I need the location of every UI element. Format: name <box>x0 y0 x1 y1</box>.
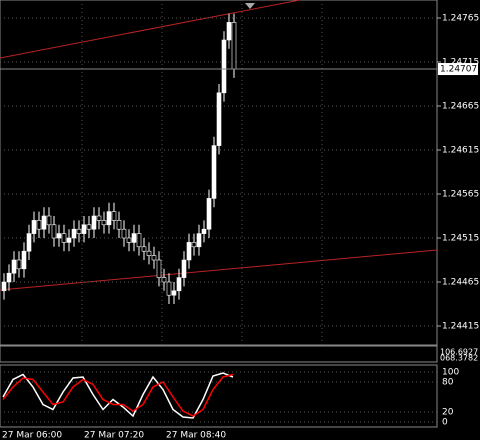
candle-body <box>231 22 237 70</box>
candle-body <box>226 22 232 41</box>
candle-body <box>31 220 37 234</box>
candle-body <box>101 220 107 226</box>
y-tick-label: 1.24615 <box>442 146 479 156</box>
candle-body <box>46 215 52 226</box>
candle-body <box>191 242 197 248</box>
y-tick-label: 1.24415 <box>442 322 479 332</box>
y-tick-label: 100 <box>442 368 459 378</box>
candle-body <box>136 233 142 248</box>
stochastic-line <box>2 373 234 417</box>
candle-body <box>221 39 227 94</box>
candle-body <box>211 145 217 199</box>
stochastic-pane <box>0 364 438 428</box>
x-tick-label: 27 Mar 08:40 <box>166 431 226 440</box>
y-tick-label: 20 <box>442 408 454 418</box>
candle-body <box>206 198 212 230</box>
candle-body <box>126 237 132 243</box>
candle-body <box>141 246 147 252</box>
candle-body <box>16 259 22 270</box>
candle-body <box>36 220 42 230</box>
stochastic-line <box>2 372 234 419</box>
y-tick-label: 1.24665 <box>442 102 479 112</box>
candle-body <box>81 224 87 234</box>
candle-body <box>161 277 167 283</box>
candle-body <box>56 233 62 239</box>
y-tick-label: 1.24465 <box>442 278 479 288</box>
candle-body <box>6 272 12 283</box>
candle-body <box>41 215 47 230</box>
y-tick-label: 1.24715 <box>442 58 479 68</box>
candle-body <box>156 259 162 278</box>
candle-body <box>91 215 97 230</box>
y-tick-label: 1.24515 <box>442 234 479 244</box>
candle-body <box>186 242 192 261</box>
candle-body <box>66 237 72 243</box>
candle-body <box>181 259 187 278</box>
y-tick-label: 80 <box>442 378 454 388</box>
candle-body <box>146 250 152 256</box>
candle-body <box>131 233 137 243</box>
y-tick-label: 0 <box>442 418 448 428</box>
candle-body <box>1 281 7 292</box>
candle-body <box>76 228 82 234</box>
indicator-label: 106.6927 <box>440 348 478 357</box>
candle-body <box>96 215 102 221</box>
y-tick-label: 1.24765 <box>442 14 479 24</box>
candle-body <box>51 224 57 239</box>
candle-body <box>111 211 117 221</box>
indicator-pane <box>0 345 438 363</box>
candle-body <box>121 228 127 239</box>
x-tick-label: 27 Mar 07:20 <box>84 431 144 440</box>
candle-body <box>26 233 32 252</box>
candle-body <box>196 233 202 248</box>
main-pane <box>0 0 438 346</box>
candle-body <box>171 290 177 296</box>
price-label-bg <box>438 63 478 76</box>
candle-body <box>151 255 157 261</box>
candle-body <box>61 233 67 243</box>
candle-body <box>116 220 122 230</box>
candle-body <box>166 281 172 296</box>
trend-line <box>0 0 301 59</box>
candle-body <box>201 228 207 234</box>
candle-body <box>21 250 27 270</box>
candle-body <box>106 211 112 226</box>
indicator-label: 068.3782 <box>440 354 478 363</box>
candle-body <box>11 259 17 274</box>
candle-body <box>86 224 92 230</box>
trend-line <box>0 249 438 291</box>
y-tick-label: 1.24565 <box>442 190 479 200</box>
candle-body <box>176 277 182 292</box>
x-tick-label: 27 Mar 06:00 <box>2 431 62 440</box>
marker <box>245 3 255 9</box>
candle-body <box>216 92 222 146</box>
candle-body <box>71 228 77 239</box>
current-price-label: 1.24707 <box>440 65 477 75</box>
